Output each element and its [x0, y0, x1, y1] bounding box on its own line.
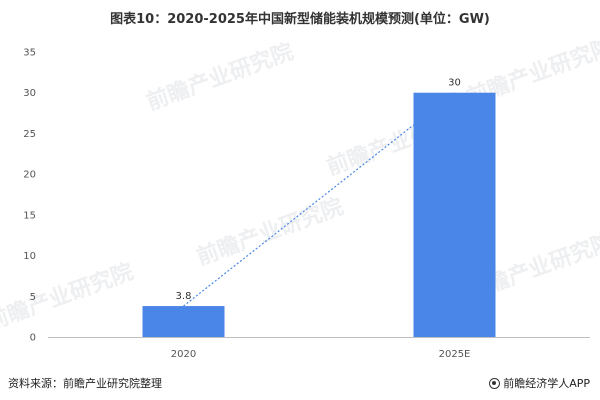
y-tick-label: 20	[23, 170, 36, 181]
x-tick-label: 2025E	[439, 349, 471, 360]
data-label: 30	[448, 78, 461, 89]
chart-title: 图表10：2020-2025年中国新型储能装机规模预测(单位：GW)	[110, 12, 490, 27]
y-tick-label: 15	[23, 210, 36, 221]
data-label: 3.8	[176, 291, 192, 302]
y-tick-label: 25	[23, 129, 36, 140]
source-note: 资料来源：前瞻产业研究院整理	[8, 377, 162, 390]
watermark-text: 前瞻产业研究院	[193, 194, 347, 271]
y-tick-label: 0	[30, 333, 36, 344]
bar-2020	[142, 306, 225, 337]
y-tick-label: 10	[23, 251, 36, 262]
brand-logo-icon	[489, 377, 501, 389]
trend-line	[183, 92, 455, 307]
brand-credit: 前瞻经济学人APP	[489, 375, 590, 391]
watermark-text: 前瞻产业研究院	[143, 39, 297, 116]
brand-name: 前瞻经济学人APP	[503, 377, 590, 390]
y-tick-label: 35	[23, 48, 36, 59]
y-tick-label: 30	[23, 88, 36, 99]
bar-2025E	[413, 92, 496, 337]
y-tick-label: 5	[30, 292, 36, 303]
watermark-text: 前瞻产业研究院	[0, 259, 137, 336]
x-tick-label: 2020	[171, 349, 196, 360]
